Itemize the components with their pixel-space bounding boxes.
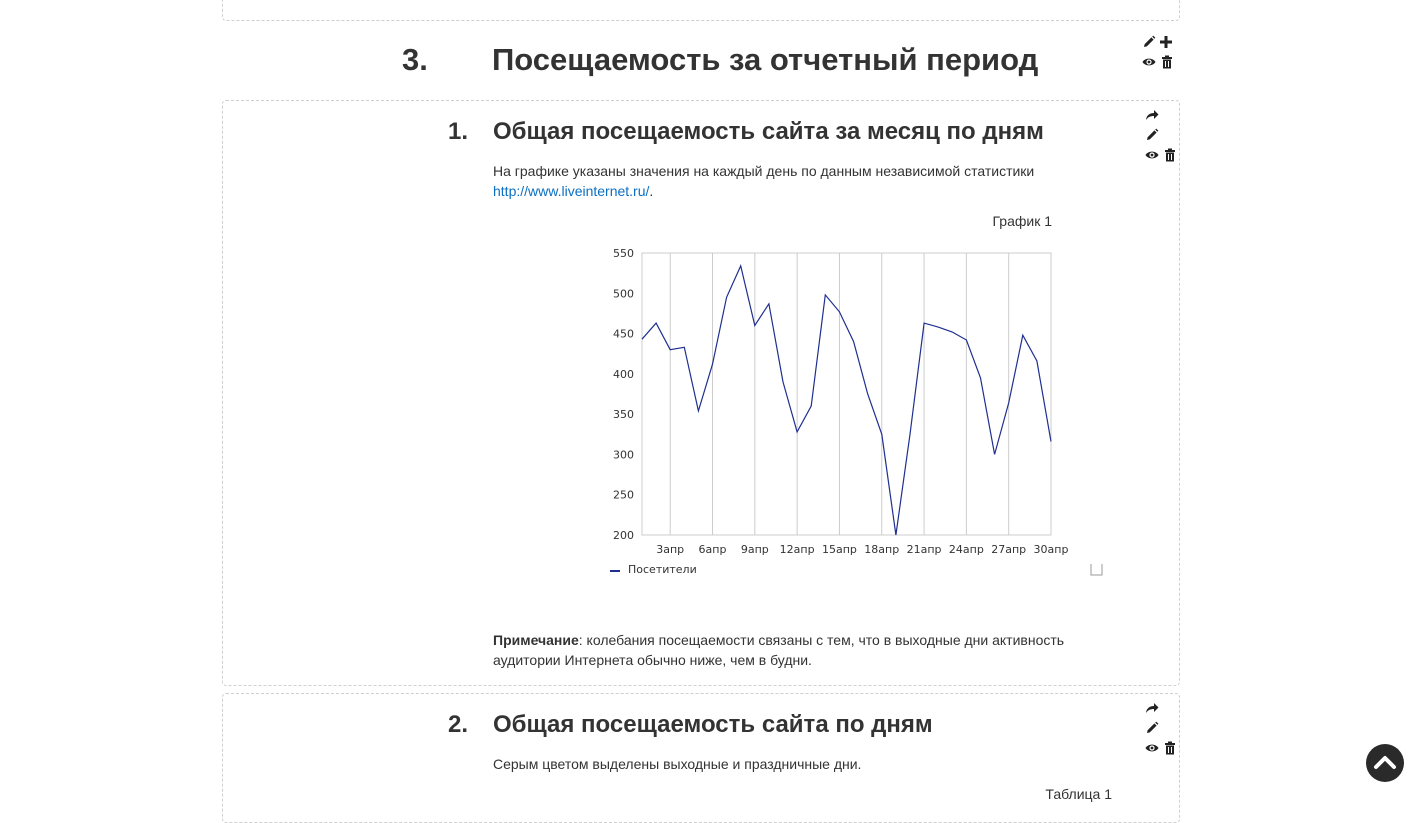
visitors-line-chart: 3апр 6апр 9апр 12апр 15апр 18апр 21апр 24апр 27а… xyxy=(610,247,1103,576)
x-tick-label: 18апр xyxy=(864,543,899,556)
y-tick-label: 400 xyxy=(613,368,634,381)
subsection-title: Общая посещаемость сайта за месяц по дня… xyxy=(493,118,1044,145)
y-tick-label: 200 xyxy=(613,529,634,542)
y-tick-label: 350 xyxy=(613,408,634,421)
x-tick-label: 6апр xyxy=(699,543,727,556)
liveinternet-link[interactable]: http://www.liveinternet.ru/ xyxy=(493,183,650,199)
y-tick-label: 300 xyxy=(613,448,634,461)
y-tick-label: 550 xyxy=(613,247,634,260)
scroll-to-top-button[interactable] xyxy=(1366,744,1404,782)
trash-icon[interactable] xyxy=(1160,55,1174,69)
series-line xyxy=(641,264,1052,536)
x-tick-label: 3апр xyxy=(656,543,684,556)
chart-caption: График 1 xyxy=(992,213,1052,229)
trash-icon[interactable] xyxy=(1163,148,1177,162)
x-tick-label: 15апр xyxy=(822,543,857,556)
plus-icon[interactable] xyxy=(1159,35,1173,49)
share-arrow-icon[interactable] xyxy=(1145,701,1159,715)
subsection-block xyxy=(222,100,1180,686)
subsection-description: На графике указаны значения на каждый де… xyxy=(493,161,1113,201)
x-tick-label: 9апр xyxy=(741,543,769,556)
link-suffix: . xyxy=(649,183,654,199)
x-tick-label: 12апр xyxy=(780,543,815,556)
note-label: Примечание xyxy=(493,632,579,648)
chart-note: Примечание: колебания посещаемости связа… xyxy=(493,630,1113,670)
pencil-icon[interactable] xyxy=(1142,35,1156,49)
description-text: На графике указаны значения на каждый де… xyxy=(493,163,1035,179)
x-tick-label: 24апр xyxy=(949,543,984,556)
chevron-up-icon xyxy=(1374,756,1396,769)
eye-icon[interactable] xyxy=(1142,55,1156,69)
y-tick-label: 500 xyxy=(613,287,634,300)
legend-label: Посетители xyxy=(628,563,697,576)
section-number: 3. xyxy=(402,42,428,77)
subsection-number: 1. xyxy=(448,118,469,145)
y-tick-label: 450 xyxy=(613,328,634,341)
note-text: : колебания посещаемости связаны с тем, … xyxy=(493,632,1065,668)
y-tick-label: 250 xyxy=(613,489,634,502)
x-tick-label: 21апр xyxy=(907,543,942,556)
section-title: Посещаемость за отчетный период xyxy=(492,42,1039,77)
pencil-icon[interactable] xyxy=(1145,721,1159,735)
x-tick-label: 27апр xyxy=(991,543,1026,556)
x-tick-label: 30апр xyxy=(1034,543,1069,556)
chart-resize-handle-icon xyxy=(1090,564,1103,576)
eye-icon[interactable] xyxy=(1145,741,1159,755)
previous-section-block xyxy=(222,0,1180,21)
subsection-description: Серым цветом выделены выходные и праздни… xyxy=(493,756,862,772)
eye-icon[interactable] xyxy=(1145,148,1159,162)
pencil-icon[interactable] xyxy=(1145,128,1159,142)
subsection-title: Общая посещаемость сайта по дням xyxy=(493,711,933,738)
subsection-number: 2. xyxy=(448,711,469,738)
trash-icon[interactable] xyxy=(1163,741,1177,755)
share-arrow-icon[interactable] xyxy=(1145,108,1159,122)
table-caption: Таблица 1 xyxy=(1045,786,1112,802)
